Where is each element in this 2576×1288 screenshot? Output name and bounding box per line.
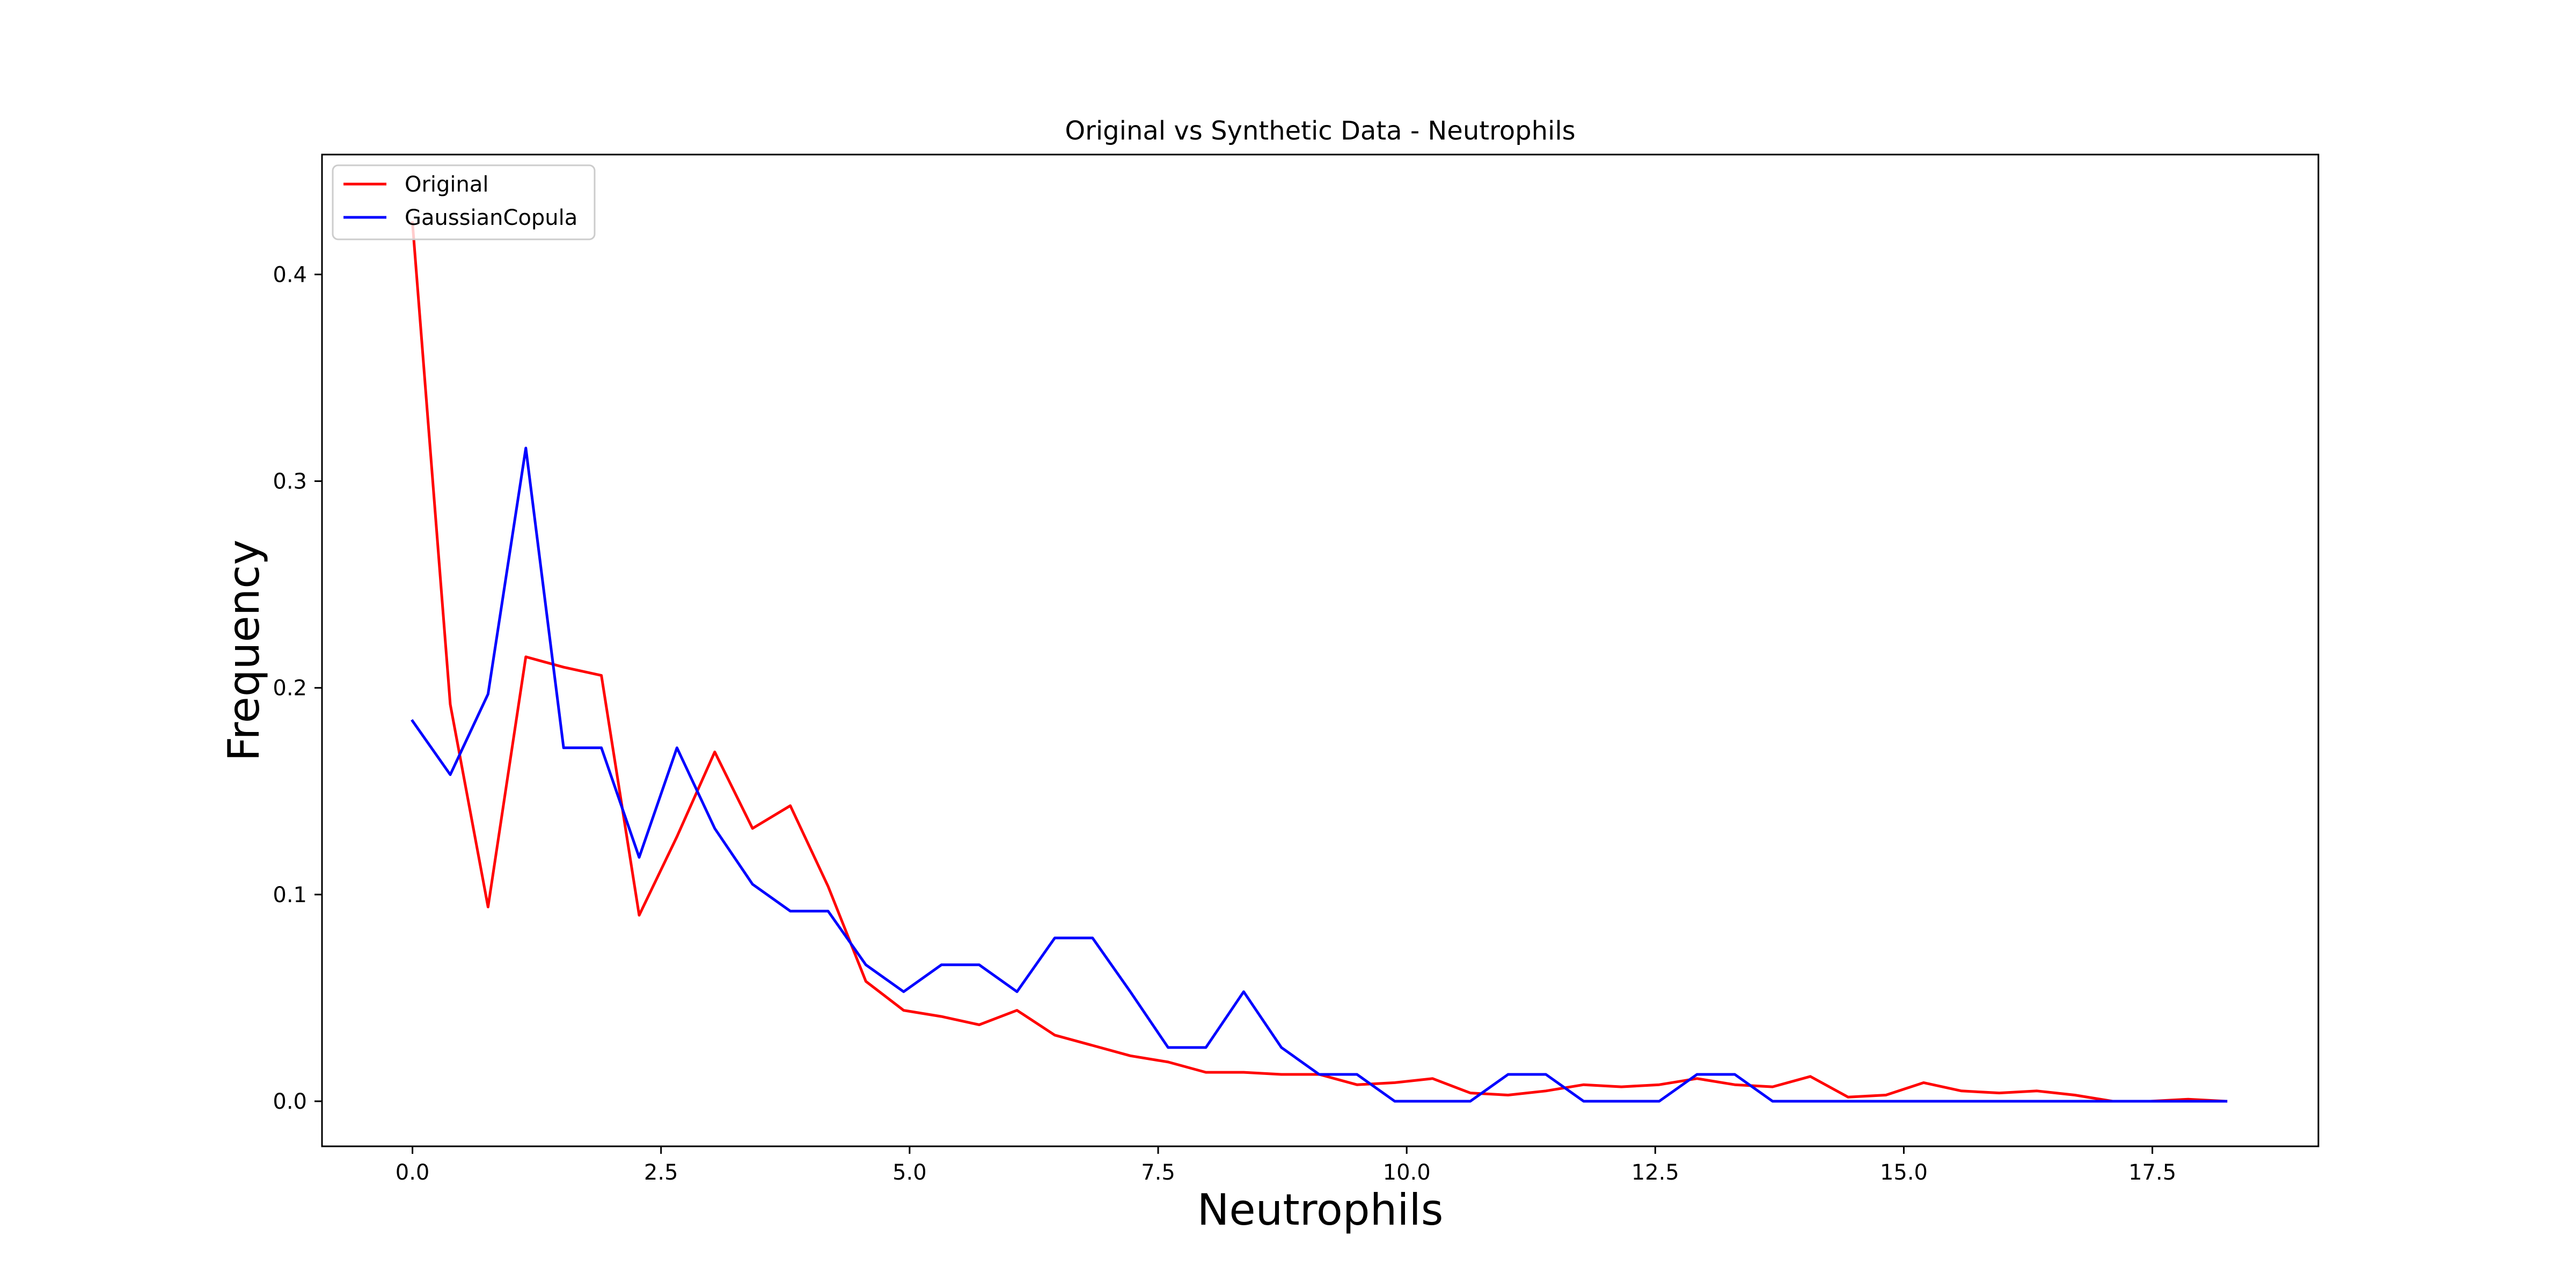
x-tick-label: 5.0 — [892, 1160, 927, 1185]
x-tick-label: 17.5 — [2128, 1160, 2176, 1185]
x-tick-label: 0.0 — [396, 1160, 430, 1185]
y-axis-label: Frequency — [219, 539, 269, 761]
x-tick-label: 12.5 — [1631, 1160, 1679, 1185]
y-tick-label: 0.1 — [273, 883, 307, 908]
y-tick-label: 0.4 — [273, 262, 307, 287]
legend-label-original: Original — [405, 172, 489, 197]
y-tick-label: 0.3 — [273, 470, 307, 494]
legend-label-gaussiancopula: GaussianCopula — [405, 206, 577, 230]
series-layer — [411, 221, 2228, 1103]
series-line-gaussiancopula — [411, 447, 2228, 1103]
x-tick-label: 2.5 — [644, 1160, 678, 1185]
legend: Original GaussianCopula — [332, 164, 596, 240]
x-tick-label: 10.0 — [1383, 1160, 1431, 1185]
y-tick-label: 0.0 — [273, 1089, 307, 1114]
plot-frame — [321, 153, 2319, 1147]
chart-title: Original vs Synthetic Data - Neutrophils — [1065, 116, 1575, 146]
x-tick-label: 15.0 — [1880, 1160, 1928, 1185]
x-axis-ticks: 0.0 2.5 5.0 7.5 10.0 12.5 15.0 17.5 — [396, 1146, 2176, 1185]
x-tick-label: 7.5 — [1141, 1160, 1175, 1185]
legend-box — [332, 164, 596, 240]
x-axis-label: Neutrophils — [1197, 1185, 1444, 1235]
y-tick-label: 0.2 — [273, 676, 307, 701]
y-axis-ticks: 0.0 0.1 0.2 0.3 0.4 — [273, 262, 322, 1114]
